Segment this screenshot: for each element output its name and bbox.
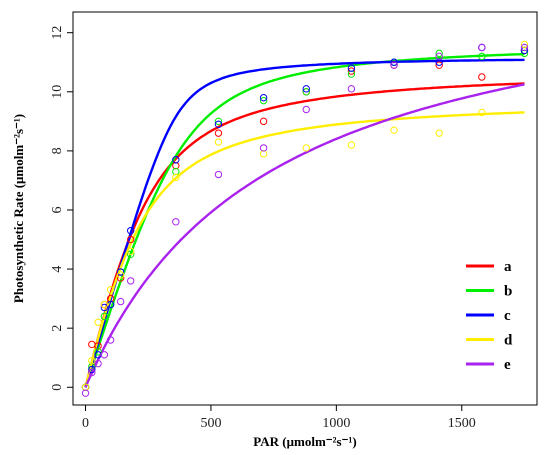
data-point-d [88,356,96,365]
data-point-e [100,351,109,359]
x-tick-label: 1500 [448,416,476,431]
legend-label-c: c [504,308,511,324]
data-point-a [126,235,135,244]
data-point-d [435,129,443,137]
data-point-d [520,40,529,49]
data-point-d [214,138,223,146]
y-tick-label: 0 [50,384,65,391]
plot-frame [72,11,538,406]
data-point-b [100,312,109,321]
data-point-d [106,286,115,294]
x-axis: 0 500 1000 1500 [82,405,476,431]
plot-area [72,11,538,406]
data-point-d [126,247,135,256]
x-tick-label: 1000 [322,416,350,431]
data-point-c [347,64,356,72]
data-point-a [214,129,223,137]
y-tick-label: 12 [50,26,65,40]
data-point-a [347,67,356,75]
data-point-e [435,52,443,61]
fit-line-c [84,58,525,388]
fit-line-e [84,83,525,388]
x-tick-label: 0 [82,416,89,431]
data-point-d [390,126,398,134]
data-point-d [302,144,310,152]
y-tick-label: 2 [50,325,65,332]
data-point-e [520,43,529,52]
data-point-d [100,300,109,309]
data-point-b [302,88,310,96]
data-point-c [116,268,125,276]
data-point-c [302,85,310,93]
legend-label-b: b [504,284,512,300]
y-tick-label: 8 [50,147,65,154]
data-point-c [390,58,398,66]
legend-label-a: a [504,259,512,275]
data-point-e [116,297,125,306]
data-point-e [214,170,223,179]
data-point-d [172,173,180,182]
data-point-e [478,43,486,52]
data-point-b [94,348,102,356]
data-point-a [88,340,96,349]
data-point-d [347,141,356,149]
fit-line-a [84,82,525,388]
data-point-e [88,368,96,377]
data-point-c [259,93,268,102]
data-point-e [126,277,135,285]
data-point-e [347,85,356,93]
data-point-b [259,96,268,105]
legend-label-e: e [504,357,511,373]
data-point-d [94,318,102,326]
data-point-e [259,144,268,152]
data-point-e [390,61,398,69]
data-point-a [435,61,443,69]
y-tick-label: 10 [50,85,65,99]
x-tick-label: 500 [200,416,221,431]
data-point-b [126,250,135,259]
data-point-a [478,73,486,81]
data-point-e [94,359,102,368]
fit-curves [84,52,525,388]
y-tick-label: 6 [50,206,65,213]
data-point-b [214,117,223,126]
data-point-b [435,49,443,58]
data-point-e [106,336,115,344]
fit-line-b [84,52,525,388]
data-point-e [81,389,90,397]
data-point-c [214,120,223,128]
data-point-c [100,303,109,312]
data-point-c [88,365,96,374]
data-point-e [302,105,310,114]
data-point-d [116,271,125,279]
data-point-d [478,108,486,117]
y-axis-title: Photosynthetic Rate (μmolm⁻²s⁻¹) [11,114,26,303]
data-points [81,40,529,397]
data-point-e [172,218,180,226]
data-point-a [259,117,268,126]
data-point-b [478,52,486,61]
fit-line-d [84,111,525,388]
x-axis-title: PAR (μmolm⁻²s⁻¹) [253,434,356,449]
legend-label-d: d [504,333,513,349]
y-axis: 0 2 4 6 8 10 12 [50,26,73,391]
data-point-c [126,226,135,235]
y-tick-label: 4 [50,266,65,273]
data-point-c [172,156,180,164]
